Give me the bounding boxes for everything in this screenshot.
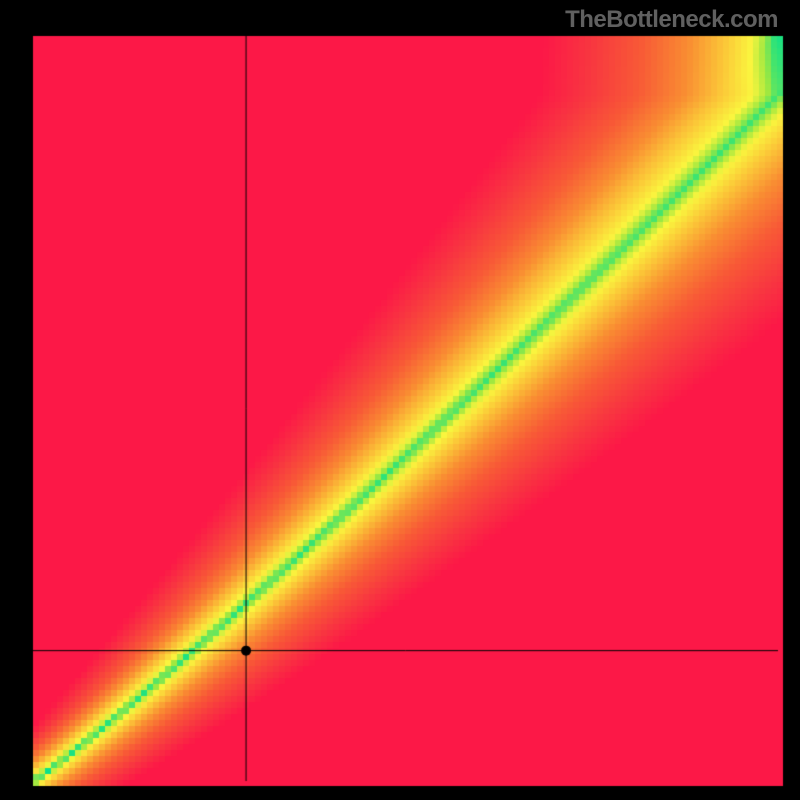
heatmap-plot <box>0 0 800 800</box>
watermark: TheBottleneck.com <box>565 6 778 34</box>
